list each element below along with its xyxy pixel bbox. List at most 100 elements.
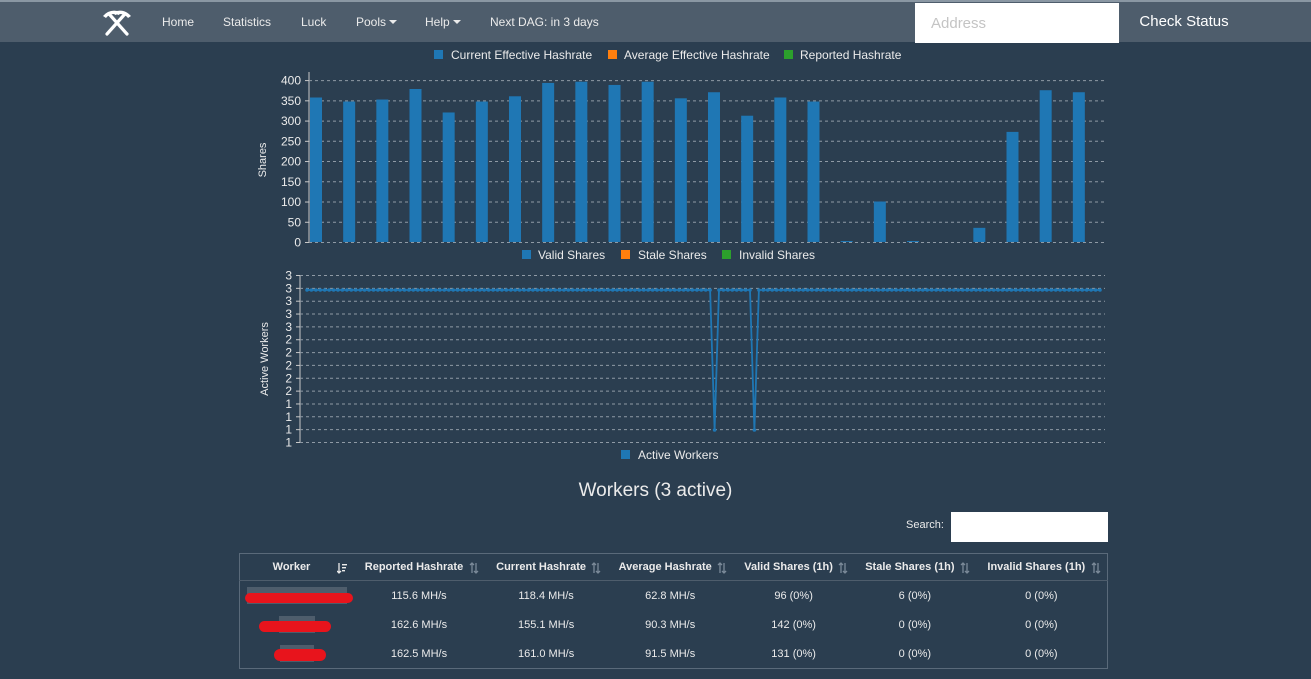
active-workers-point[interactable] bbox=[429, 288, 433, 292]
nav-luck[interactable]: Luck bbox=[301, 2, 326, 42]
active-workers-point[interactable] bbox=[863, 288, 867, 292]
legend-invalid-shares[interactable]: Invalid Shares bbox=[739, 248, 815, 262]
column-header-valid-shares[interactable]: Valid Shares (1h) bbox=[733, 553, 855, 581]
active-workers-point[interactable] bbox=[832, 288, 836, 292]
active-workers-point[interactable] bbox=[513, 288, 517, 292]
active-workers-point[interactable] bbox=[788, 288, 792, 292]
active-workers-point[interactable] bbox=[805, 288, 810, 292]
column-header-invalid-shares[interactable]: Invalid Shares (1h) bbox=[975, 553, 1108, 581]
active-workers-point[interactable] bbox=[504, 288, 509, 292]
active-workers-point[interactable] bbox=[907, 288, 912, 292]
shares-bar[interactable] bbox=[674, 98, 687, 242]
active-workers-point[interactable] bbox=[469, 288, 473, 292]
active-workers-point[interactable] bbox=[1027, 288, 1031, 292]
active-workers-point[interactable] bbox=[1076, 288, 1080, 292]
active-workers-point[interactable] bbox=[579, 288, 584, 292]
active-workers-point[interactable] bbox=[655, 288, 659, 292]
active-workers-point[interactable] bbox=[331, 288, 336, 292]
active-workers-point[interactable] bbox=[531, 288, 535, 292]
active-workers-point[interactable] bbox=[859, 288, 863, 292]
active-workers-point[interactable] bbox=[646, 288, 650, 292]
active-workers-point[interactable] bbox=[801, 288, 805, 292]
active-workers-point[interactable] bbox=[726, 288, 730, 292]
active-workers-point[interactable] bbox=[455, 288, 460, 292]
active-workers-point[interactable] bbox=[841, 288, 845, 292]
nav-statistics[interactable]: Statistics bbox=[223, 2, 271, 42]
column-header-reported-hashrate[interactable]: Reported Hashrate bbox=[353, 553, 485, 581]
active-workers-point[interactable] bbox=[438, 288, 442, 292]
active-workers-point[interactable] bbox=[1067, 288, 1071, 292]
active-workers-point[interactable] bbox=[677, 288, 681, 292]
active-workers-point[interactable] bbox=[424, 288, 429, 292]
active-workers-point[interactable] bbox=[633, 288, 637, 292]
shares-bar[interactable] bbox=[542, 82, 555, 242]
active-workers-point[interactable] bbox=[376, 288, 380, 292]
check-status-button[interactable]: Check Status bbox=[1139, 13, 1229, 30]
active-workers-point[interactable] bbox=[947, 288, 952, 292]
shares-bar[interactable] bbox=[973, 227, 986, 242]
search-input[interactable] bbox=[951, 512, 1108, 542]
active-workers-point[interactable] bbox=[322, 288, 327, 292]
shares-bar[interactable] bbox=[1006, 131, 1019, 242]
active-workers-point[interactable] bbox=[1018, 288, 1023, 292]
active-workers-point[interactable] bbox=[420, 288, 425, 292]
active-workers-point[interactable] bbox=[699, 288, 704, 292]
legend-reported-hashrate[interactable]: Reported Hashrate bbox=[800, 48, 902, 62]
active-workers-point[interactable] bbox=[757, 288, 761, 292]
active-workers-point[interactable] bbox=[969, 288, 974, 292]
active-workers-point[interactable] bbox=[575, 288, 579, 292]
active-workers-point[interactable] bbox=[447, 288, 451, 292]
address-input[interactable] bbox=[915, 3, 1119, 43]
active-workers-point[interactable] bbox=[814, 288, 819, 292]
active-workers-point[interactable] bbox=[987, 288, 991, 292]
active-workers-point[interactable] bbox=[464, 288, 469, 292]
active-workers-point[interactable] bbox=[734, 288, 739, 292]
active-workers-point[interactable] bbox=[681, 288, 686, 292]
active-workers-point[interactable] bbox=[770, 288, 774, 292]
active-workers-point[interactable] bbox=[650, 288, 655, 292]
active-workers-point[interactable] bbox=[1031, 288, 1036, 292]
active-workers-point[interactable] bbox=[619, 288, 624, 292]
active-workers-point[interactable] bbox=[602, 288, 606, 292]
active-workers-point[interactable] bbox=[730, 288, 735, 292]
active-workers-point[interactable] bbox=[402, 288, 407, 292]
active-workers-point[interactable] bbox=[478, 288, 482, 292]
active-workers-point[interactable] bbox=[416, 288, 420, 292]
active-workers-point[interactable] bbox=[996, 288, 1000, 292]
active-workers-point[interactable] bbox=[610, 288, 615, 292]
active-workers-point[interactable] bbox=[597, 288, 602, 292]
active-workers-point[interactable] bbox=[748, 288, 752, 292]
active-workers-point[interactable] bbox=[845, 288, 850, 292]
active-workers-point[interactable] bbox=[916, 288, 921, 292]
active-workers-point[interactable] bbox=[983, 288, 987, 292]
active-workers-point[interactable] bbox=[743, 288, 748, 292]
active-workers-point[interactable] bbox=[571, 288, 575, 292]
shares-bar[interactable] bbox=[376, 99, 389, 243]
active-workers-point[interactable] bbox=[1089, 288, 1093, 292]
active-workers-point[interactable] bbox=[473, 288, 478, 292]
active-workers-point[interactable] bbox=[486, 288, 491, 292]
active-workers-point[interactable] bbox=[482, 288, 487, 292]
active-workers-point[interactable] bbox=[517, 288, 522, 292]
active-workers-point[interactable] bbox=[867, 288, 872, 292]
legend-stale-shares[interactable]: Stale Shares bbox=[638, 248, 707, 262]
active-workers-point[interactable] bbox=[672, 288, 677, 292]
active-workers-point[interactable] bbox=[925, 288, 929, 292]
active-workers-point[interactable] bbox=[1045, 288, 1049, 292]
active-workers-point[interactable] bbox=[637, 288, 642, 292]
column-header-stale-shares[interactable]: Stale Shares (1h) bbox=[854, 553, 976, 581]
nav-next-dag[interactable]: Next DAG: in 3 days bbox=[490, 2, 599, 42]
column-header-worker[interactable]: Worker bbox=[239, 553, 353, 581]
active-workers-point[interactable] bbox=[1049, 288, 1054, 292]
active-workers-point[interactable] bbox=[828, 288, 832, 292]
active-workers-point[interactable] bbox=[810, 288, 814, 292]
active-workers-point[interactable] bbox=[876, 288, 881, 292]
active-workers-point[interactable] bbox=[819, 288, 823, 292]
active-workers-point[interactable] bbox=[792, 288, 797, 292]
active-workers-point[interactable] bbox=[566, 288, 571, 292]
sort-both-icon[interactable] bbox=[591, 562, 601, 574]
active-workers-point[interactable] bbox=[783, 288, 788, 292]
active-workers-point[interactable] bbox=[553, 288, 557, 292]
shares-bar[interactable] bbox=[1039, 90, 1052, 242]
active-workers-point[interactable] bbox=[371, 288, 376, 292]
